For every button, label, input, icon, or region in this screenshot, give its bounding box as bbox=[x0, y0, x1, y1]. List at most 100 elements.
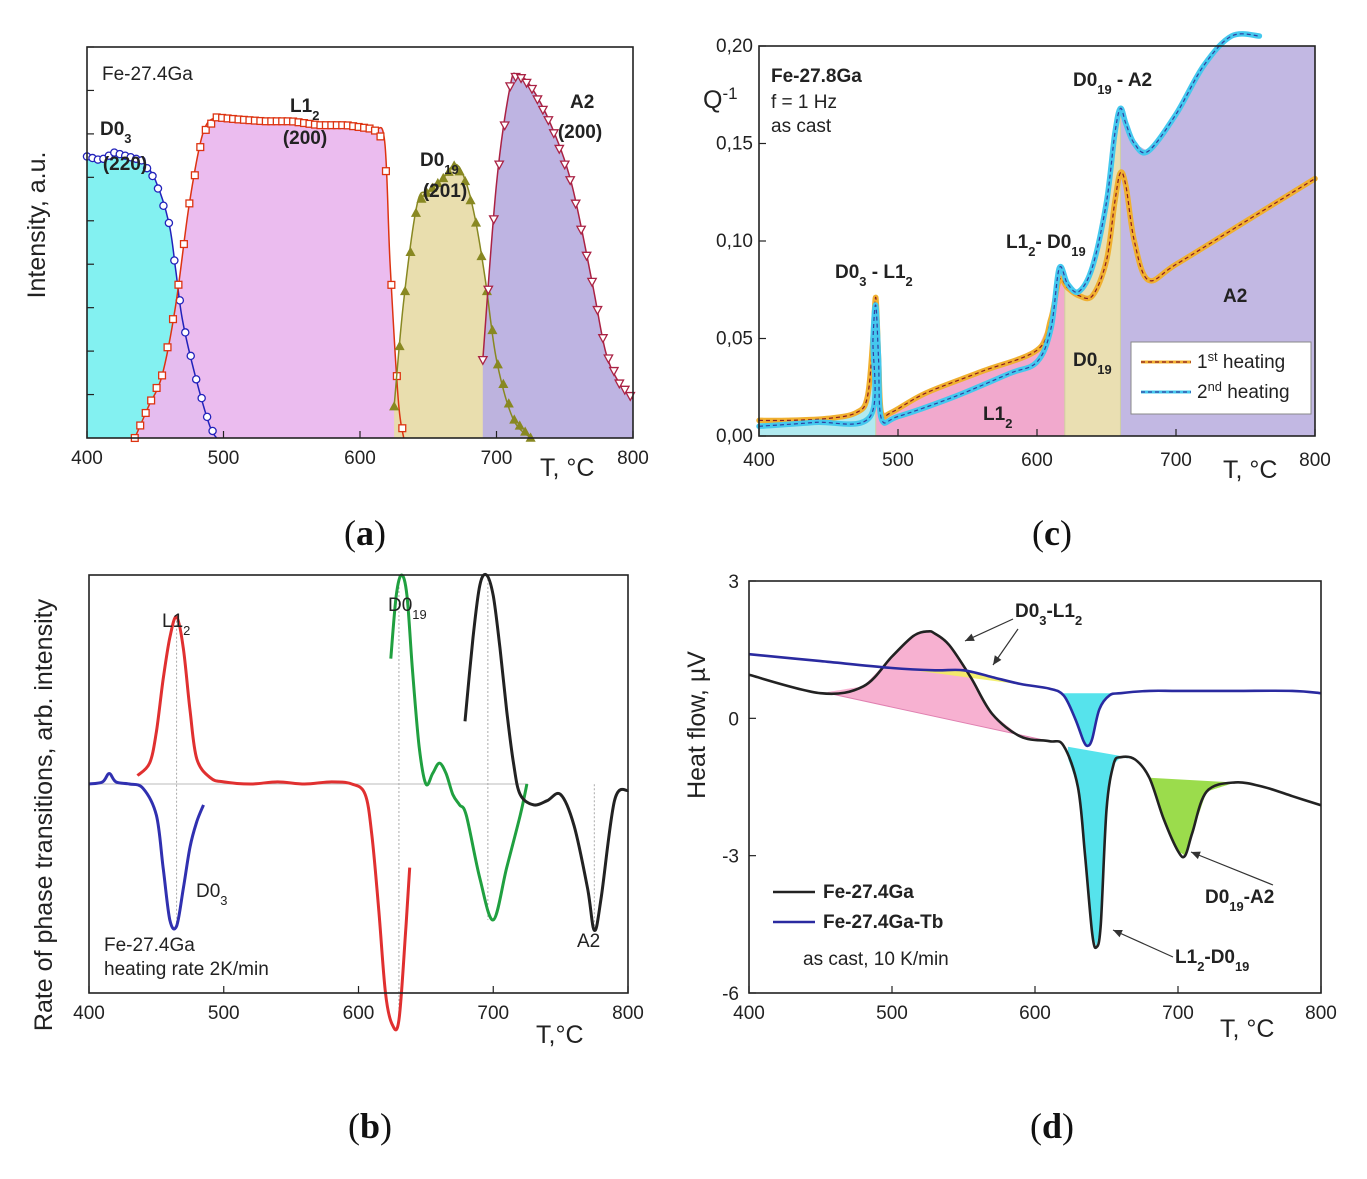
x-tick-label-700: 700 bbox=[477, 1003, 509, 1024]
point-1-9 bbox=[179, 240, 188, 249]
series-label-3: A2 bbox=[570, 92, 594, 113]
x-axis-title: T,°C bbox=[536, 1021, 584, 1049]
x-tick-label-400: 400 bbox=[71, 448, 103, 469]
series-reflection-3: (200) bbox=[558, 122, 602, 143]
point-0-19 bbox=[186, 351, 195, 361]
series-label-1: L12 bbox=[290, 96, 319, 123]
region-1 bbox=[875, 268, 1065, 436]
series-reflection-2: (201) bbox=[423, 181, 467, 202]
line-series-0 bbox=[88, 771, 205, 931]
area-series-3 bbox=[482, 73, 633, 438]
point-2-14 bbox=[465, 195, 476, 205]
y-axis-title: Q-1 bbox=[703, 84, 738, 115]
x-tick-label-400: 400 bbox=[743, 450, 775, 471]
point-3-17 bbox=[570, 199, 581, 210]
point-2-7 bbox=[427, 182, 438, 192]
line-series-2 bbox=[389, 573, 529, 922]
point-3-12 bbox=[543, 116, 554, 126]
caption-d: (d) bbox=[1029, 1106, 1075, 1146]
point-3-0 bbox=[477, 355, 489, 366]
chart-title: Fe-27.4Ga bbox=[102, 64, 193, 85]
point-2-6 bbox=[421, 187, 432, 197]
point-1-5 bbox=[158, 371, 167, 380]
point-3-20 bbox=[586, 277, 598, 288]
y-tick-label-1: 0,05 bbox=[716, 329, 753, 350]
markers-series-1 bbox=[130, 113, 407, 443]
point-3-25 bbox=[614, 379, 625, 390]
x-tick-label-600: 600 bbox=[343, 1003, 375, 1024]
y-axis-title: Heat flow, µV bbox=[683, 651, 711, 799]
point-3-8 bbox=[521, 78, 532, 89]
x-tick-label-800: 800 bbox=[1299, 450, 1331, 471]
caption-b: (b) bbox=[347, 1106, 393, 1146]
point-1-14 bbox=[207, 119, 216, 128]
chart-a: 400 500 600 700 800 T, °C Intensity, a.u. Fe-27… bbox=[23, 46, 649, 482]
point-2-4 bbox=[410, 207, 422, 217]
point-2-23 bbox=[514, 420, 525, 430]
point-1-45 bbox=[376, 132, 385, 141]
point-1-44 bbox=[370, 126, 380, 135]
point-0-13 bbox=[153, 184, 163, 193]
point-0-20 bbox=[191, 375, 201, 384]
y-tick-label-0: 0,00 bbox=[716, 426, 753, 447]
arrow-head-2 bbox=[1191, 851, 1201, 860]
arrow-head-3 bbox=[1113, 930, 1123, 938]
point-3-19 bbox=[581, 251, 592, 262]
point-2-10 bbox=[443, 166, 454, 176]
point-3-14 bbox=[553, 144, 565, 155]
legend-label-1: Fe-27.4Ga-Tb bbox=[823, 912, 943, 933]
point-2-8 bbox=[432, 177, 443, 188]
annotation-1: L12- D019 bbox=[1006, 232, 1086, 259]
x-tick-label-800: 800 bbox=[612, 1003, 644, 1024]
y-axis-title: Rate of phase transitions, arb. intensit… bbox=[30, 598, 58, 1031]
annotation-2: L12-D019 bbox=[1175, 947, 1249, 974]
line-series-3 bbox=[463, 572, 629, 932]
point-1-13 bbox=[201, 125, 210, 134]
note-1: as cast bbox=[771, 116, 832, 137]
point-3-7 bbox=[515, 74, 527, 84]
point-2-13 bbox=[460, 175, 471, 186]
peak-fill-green bbox=[1149, 777, 1233, 856]
peak-fill-pink bbox=[827, 631, 1050, 742]
point-2-2 bbox=[400, 285, 411, 296]
x-tick-label-700: 700 bbox=[481, 448, 513, 469]
legend-box bbox=[1130, 341, 1312, 415]
region-label-1: D019 bbox=[1073, 350, 1112, 377]
markers-series-0 bbox=[82, 148, 217, 436]
point-2-9 bbox=[438, 172, 449, 183]
legend: Fe-27.4Ga Fe-27.4Ga-Tb as cast, 10 K/min bbox=[773, 882, 949, 970]
x-tick-label-500: 500 bbox=[208, 1003, 240, 1024]
legend-note: as cast, 10 K/min bbox=[803, 949, 949, 970]
point-3-11 bbox=[537, 105, 549, 116]
point-3-10 bbox=[532, 95, 543, 105]
point-1-1 bbox=[136, 421, 145, 430]
point-1-46 bbox=[381, 167, 390, 176]
x-tick-label-600: 600 bbox=[344, 448, 376, 469]
legend-label-0: Fe-27.4Ga bbox=[823, 882, 914, 903]
point-1-12 bbox=[196, 143, 205, 152]
caption-a: (a) bbox=[344, 513, 386, 553]
point-2-19 bbox=[492, 359, 503, 369]
peak-fill-cyan bbox=[1067, 746, 1128, 948]
x-tick-label-500: 500 bbox=[876, 1003, 908, 1024]
point-1-2 bbox=[141, 408, 150, 418]
markers-series-2 bbox=[389, 160, 536, 442]
point-0-23 bbox=[208, 426, 217, 436]
arrow-head-1 bbox=[993, 655, 1002, 665]
line-series-0 bbox=[748, 629, 1322, 950]
legend-label-0: 1st heating bbox=[1197, 349, 1285, 374]
arrow-head-0 bbox=[965, 633, 975, 641]
point-1-8 bbox=[174, 280, 183, 289]
series-label-1: D03 bbox=[196, 881, 227, 908]
point-0-14 bbox=[159, 201, 168, 210]
point-1-11 bbox=[190, 171, 199, 180]
point-3-21 bbox=[592, 305, 603, 316]
x-tick-label-500: 500 bbox=[882, 450, 914, 471]
point-3-5 bbox=[504, 82, 516, 92]
point-2-1 bbox=[394, 340, 405, 351]
caption-c: (c) bbox=[1032, 513, 1072, 553]
y-tick-label-3: 0,15 bbox=[716, 134, 753, 155]
point-2-20 bbox=[498, 378, 509, 388]
point-0-16 bbox=[170, 256, 179, 265]
point-2-11 bbox=[449, 160, 460, 170]
